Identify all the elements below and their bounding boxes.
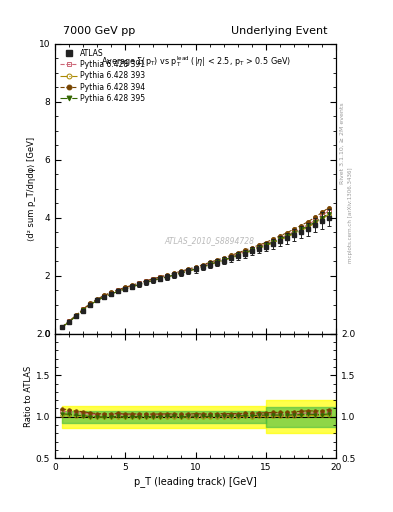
Text: mcplots.cern.ch [arXiv:1306.3436]: mcplots.cern.ch [arXiv:1306.3436]: [348, 167, 353, 263]
Text: Rivet 3.1.10, ≥ 2M events: Rivet 3.1.10, ≥ 2M events: [340, 102, 345, 184]
Text: Underlying Event: Underlying Event: [231, 26, 328, 36]
Y-axis label: ⟨d² sum p_T/dηdφ⟩ [GeV]: ⟨d² sum p_T/dηdφ⟩ [GeV]: [27, 137, 36, 241]
X-axis label: p_T (leading track) [GeV]: p_T (leading track) [GeV]: [134, 476, 257, 487]
Text: Average $\Sigma$(p$_\mathregular{T}$) vs p$_\mathregular{T}^\mathregular{lead}$ : Average $\Sigma$(p$_\mathregular{T}$) vs…: [101, 54, 290, 69]
Legend: ATLAS, Pythia 6.428 391, Pythia 6.428 393, Pythia 6.428 394, Pythia 6.428 395: ATLAS, Pythia 6.428 391, Pythia 6.428 39…: [59, 47, 147, 104]
Text: 7000 GeV pp: 7000 GeV pp: [63, 26, 136, 36]
Text: ATLAS_2010_S8894728: ATLAS_2010_S8894728: [165, 237, 255, 245]
Y-axis label: Ratio to ATLAS: Ratio to ATLAS: [24, 366, 33, 426]
